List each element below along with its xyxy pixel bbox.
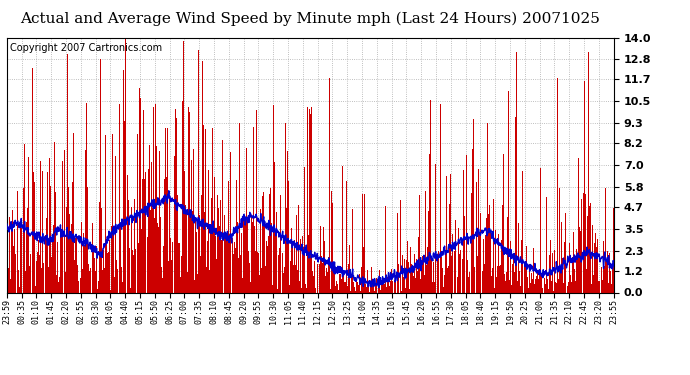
Text: Actual and Average Wind Speed by Minute mph (Last 24 Hours) 20071025: Actual and Average Wind Speed by Minute … [21,11,600,26]
Text: Copyright 2007 Cartronics.com: Copyright 2007 Cartronics.com [10,43,162,52]
